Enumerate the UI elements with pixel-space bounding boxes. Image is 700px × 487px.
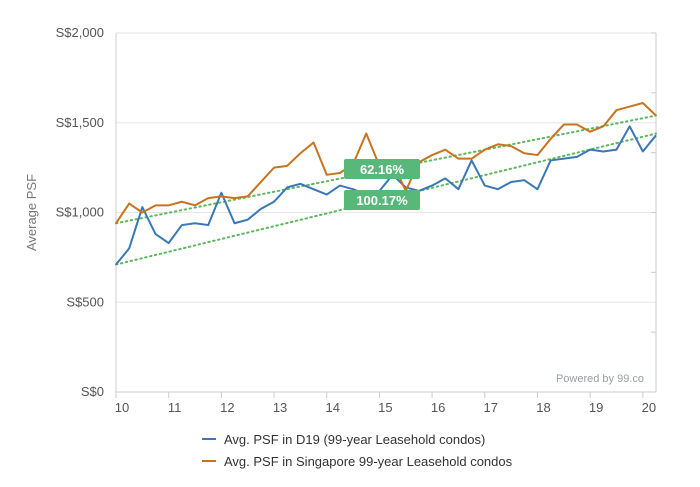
powered-by-credit: Powered by 99.co [556,373,644,385]
x-tick-label: 18 [536,400,550,415]
x-tick-label: 11 [168,400,182,415]
legend-item-d19[interactable]: Avg. PSF in D19 (99-year Leasehold condo… [200,428,620,450]
x-tick-label: 10 [115,400,129,415]
y-tick-label: S$2,000 [56,25,104,40]
trend-badge [344,159,420,179]
x-tick-label: 14 [325,400,339,415]
legend-label-d19: Avg. PSF in D19 (99-year Leasehold condo… [224,431,486,447]
y-axis-label: Average PSF [24,174,39,251]
x-tick-label: 17 [484,400,498,415]
legend-label-singapore: Avg. PSF in Singapore 99-year Leasehold … [224,453,513,469]
gridlines [116,32,656,393]
trend-badge-label: 62.16% [360,162,405,177]
axes [115,32,657,393]
y-axis-ticks: S$0 S$500 S$1,000 S$1,500 S$2,000 [56,25,104,399]
x-axis-ticks: 10 11 12 13 14 15 16 17 18 19 20 [115,392,656,415]
legend-swatch-singapore [202,460,216,462]
trend-badge [344,190,420,210]
x-tick-label: 19 [589,400,603,415]
legend-swatch-d19 [202,438,216,440]
trend-badges: 100.17% 62.16% [344,159,420,210]
x-tick-label: 15 [378,400,392,415]
x-tick-label: 20 [642,400,656,415]
trend-badge-label: 100.17% [356,193,408,208]
x-tick-label: 16 [431,400,445,415]
y-tick-label: S$0 [81,384,104,399]
series-line-d19[interactable] [115,125,657,266]
y-tick-label: S$1,000 [56,205,104,220]
series-lines [115,102,657,266]
y-tick-label: S$1,500 [56,115,104,130]
x-tick-label: 12 [220,400,234,415]
legend-item-singapore[interactable]: Avg. PSF in Singapore 99-year Leasehold … [200,450,620,472]
x-tick-label: 13 [273,400,287,415]
y-tick-label: S$500 [66,294,104,309]
legend: Avg. PSF in D19 (99-year Leasehold condo… [200,428,620,472]
